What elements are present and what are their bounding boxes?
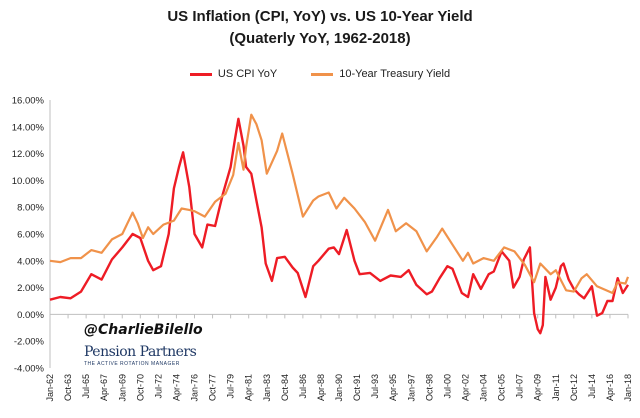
x-tick-label: Jul-65 [81, 374, 91, 399]
x-tick-label: Jan-04 [479, 374, 489, 402]
y-tick-label: 12.00% [12, 149, 45, 160]
x-tick-label: Jan-83 [262, 374, 272, 402]
x-tick-label: Apr-88 [316, 374, 326, 401]
watermark: @CharlieBilello Pension Partners THE ACT… [84, 322, 203, 367]
x-tick-label: Oct-05 [497, 374, 507, 401]
x-tick-label: Apr-81 [244, 374, 254, 401]
x-tick-label: Jul-86 [298, 374, 308, 399]
y-tick-label: -2.00% [14, 337, 45, 348]
x-tick-label: Oct-98 [424, 374, 434, 401]
x-tick-label: Apr-74 [171, 374, 181, 401]
legend: US CPI YoY 10-Year Treasury Yield [0, 68, 640, 80]
brand-logo: Pension Partners [84, 344, 197, 360]
series-line-cpi [49, 117, 630, 335]
x-tick-label: Jul-79 [226, 374, 236, 399]
x-tick-label: Jan-62 [45, 374, 55, 402]
y-tick-label: 0.00% [17, 310, 44, 321]
x-tick-label: Jul-14 [587, 374, 597, 399]
x-tick-label: Oct-12 [569, 374, 579, 401]
x-tick-label: Apr-09 [533, 374, 543, 401]
y-tick-label: 10.00% [12, 176, 45, 187]
x-tick-label: Jan-76 [190, 374, 200, 402]
y-tick-label: 8.00% [17, 203, 44, 214]
chart-title: US Inflation (CPI, YoY) vs. US 10-Year Y… [167, 8, 473, 25]
legend-swatch-cpi [189, 72, 212, 76]
x-tick-label: Oct-84 [280, 374, 290, 401]
y-tick-label: 16.00% [12, 96, 45, 107]
x-tick-label: Jul-93 [370, 374, 380, 399]
x-tick-label: Oct-77 [208, 374, 218, 401]
x-tick-label: Oct-70 [135, 374, 145, 401]
series-line-yield [49, 113, 630, 295]
legend-item-cpi: US CPI YoY [189, 68, 278, 80]
x-tick-label: Apr-16 [605, 374, 615, 401]
x-tick-label: Jan-69 [117, 374, 127, 402]
x-tick-label: Jan-90 [334, 374, 344, 402]
twitter-handle: @CharlieBilello [84, 322, 203, 338]
x-tick-label: Jan-97 [406, 374, 416, 402]
chart-subtitle: (Quaterly YoY, 1962-2018) [229, 30, 411, 47]
x-tick-label: Apr-67 [99, 374, 109, 401]
legend-label-yield: 10-Year Treasury Yield [339, 68, 451, 80]
x-tick-label: Jul-07 [515, 374, 525, 399]
x-tick-label: Jan-18 [623, 374, 633, 402]
x-tick-label: Jul-72 [153, 374, 163, 399]
brand-tagline: THE ACTIVE ROTATION MANAGER [84, 361, 180, 367]
x-tick-label: Jan-11 [551, 374, 561, 401]
x-tick-label: Apr-95 [388, 374, 398, 401]
legend-swatch-yield [311, 72, 334, 76]
y-tick-label: 4.00% [17, 256, 44, 267]
y-tick-label: 14.00% [12, 122, 45, 133]
x-tick-label: Oct-91 [352, 374, 362, 401]
x-tick-label: Apr-02 [460, 374, 470, 401]
legend-item-yield: 10-Year Treasury Yield [311, 68, 450, 80]
legend-label-cpi: US CPI YoY [217, 68, 278, 80]
x-tick-label: Oct-63 [63, 374, 73, 401]
y-tick-label: -4.00% [14, 364, 45, 375]
y-tick-label: 6.00% [17, 230, 44, 241]
y-tick-label: 2.00% [17, 283, 44, 294]
x-tick-label: Jul-00 [442, 374, 452, 399]
